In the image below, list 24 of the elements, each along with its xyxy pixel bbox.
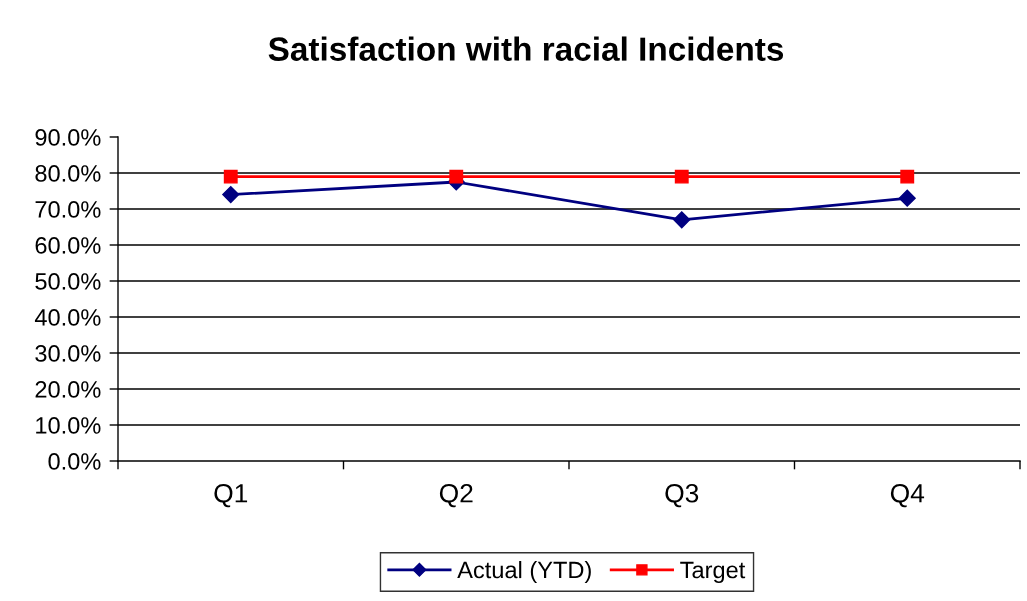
legend-label: Target — [680, 561, 746, 583]
y-tick-label: 60.0% — [35, 237, 101, 254]
y-tick-label: 40.0% — [34, 309, 101, 326]
y-tick-label: 20.0% — [35, 381, 101, 398]
y-tick-label: 50.0% — [35, 273, 101, 290]
x-tick-label: Q4 — [890, 483, 925, 508]
x-tick-label: Q1 — [214, 483, 248, 508]
y-tick-label: 70.0% — [35, 201, 101, 218]
x-tick-label: Q3 — [665, 483, 699, 508]
y-tick-label: 90.0% — [35, 129, 101, 146]
point — [900, 169, 915, 184]
point — [222, 186, 240, 204]
y-tick-label: 80.0% — [35, 165, 101, 182]
chart-title: Satisfaction with racial Incidents — [268, 36, 784, 61]
legend-label: Actual (YTD) — [457, 560, 591, 583]
point — [674, 169, 689, 184]
point — [449, 169, 464, 184]
point — [673, 211, 691, 229]
point — [223, 169, 238, 184]
y-tick-label: 30.0% — [35, 345, 101, 362]
y-tick-label: 10.0% — [36, 417, 101, 434]
x-tick-label: Q2 — [439, 483, 473, 508]
y-tick-label: 0.0% — [48, 453, 101, 470]
point — [898, 189, 916, 207]
